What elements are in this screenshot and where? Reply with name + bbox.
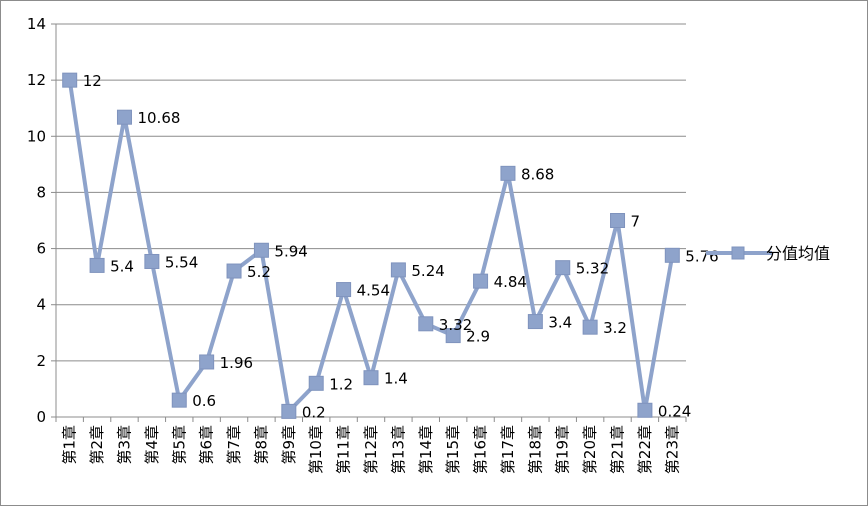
data-point-marker[interactable] <box>418 316 434 332</box>
y-tick-label: 6 <box>36 240 46 258</box>
legend-marker-swatch <box>731 246 745 260</box>
gridlines <box>56 23 686 362</box>
data-point-marker[interactable] <box>199 354 215 370</box>
data-point-marker[interactable] <box>308 375 324 391</box>
y-tick-label: 2 <box>36 352 46 370</box>
data-point-marker[interactable] <box>500 165 516 181</box>
series-line <box>67 79 675 414</box>
data-label: 1.4 <box>384 370 408 388</box>
data-point-marker[interactable] <box>527 314 543 330</box>
data-point-marker[interactable] <box>637 402 653 418</box>
data-label: 0.2 <box>302 403 326 421</box>
data-point-marker[interactable] <box>62 72 78 88</box>
x-axis: 第1章 第2章 第3章 第4章 第5章 第6章 第7章 第8章 第9章 第10章 第11章 第12章第… <box>55 24 687 474</box>
x-tick-label: 第7章 <box>225 425 243 465</box>
data-point-marker[interactable] <box>336 282 352 298</box>
data-label: 5.94 <box>274 242 307 260</box>
x-tick-label: 第11章 <box>335 425 353 474</box>
x-tick-label: 第3章 <box>115 425 133 465</box>
data-label: 5.54 <box>165 253 198 271</box>
x-tick-label: 第6章 <box>198 425 216 465</box>
x-tick-label: 第14章 <box>417 425 435 474</box>
data-label: 5.4 <box>110 257 134 275</box>
x-tick-label: 第5章 <box>170 425 188 465</box>
x-tick-label: 第16章 <box>472 425 490 474</box>
data-label: 3.2 <box>603 319 627 337</box>
data-point-marker[interactable] <box>390 262 406 278</box>
legend-label: 分值均值 <box>766 244 830 263</box>
data-label: 4.54 <box>357 282 390 300</box>
data-point-marker[interactable] <box>445 328 461 344</box>
data-point-marker[interactable] <box>89 257 105 273</box>
data-point-marker[interactable] <box>253 242 269 258</box>
series-line-group <box>62 72 680 419</box>
y-tick-label: 4 <box>36 296 46 314</box>
y-tick-label: 8 <box>36 183 46 201</box>
legend: 分值均值 <box>706 244 830 263</box>
x-tick-label: 第17章 <box>499 425 517 474</box>
x-tick-label: 第12章 <box>362 425 380 474</box>
x-tick-label: 第9章 <box>280 425 298 465</box>
data-point-marker[interactable] <box>664 247 680 263</box>
data-point-marker[interactable] <box>363 370 379 386</box>
data-label: 8.68 <box>521 165 554 183</box>
y-axis-ticks: 0 2 4 6 8 10 12 14 <box>27 15 56 426</box>
x-tick-label: 第19章 <box>554 425 572 474</box>
data-point-marker[interactable] <box>473 273 489 289</box>
data-label: 7 <box>631 213 641 231</box>
data-label: 0.24 <box>658 402 691 420</box>
x-tick-label: 第20章 <box>581 425 599 474</box>
data-label: 3.32 <box>439 316 472 334</box>
y-tick-label: 10 <box>27 127 46 145</box>
x-tick-label: 第22章 <box>636 425 654 474</box>
x-tick-label: 第23章 <box>663 425 681 474</box>
data-label: 12 <box>83 72 102 90</box>
data-point-marker[interactable] <box>171 392 187 408</box>
x-tick-label: 第13章 <box>389 425 407 474</box>
data-label: 5.24 <box>411 262 444 280</box>
data-labels: 12 5.4 10.68 5.54 0.6 1.96 5.25.94 0.21.2 4.54 1.… <box>83 72 719 421</box>
data-label: 1.2 <box>329 375 353 393</box>
y-tick-label: 12 <box>27 71 46 89</box>
data-label: 5.2 <box>247 263 271 281</box>
x-tick-label: 第1章 <box>61 425 79 465</box>
data-point-marker[interactable] <box>555 260 571 276</box>
data-label: 5.76 <box>685 247 718 265</box>
data-point-marker[interactable] <box>144 253 160 269</box>
data-label: 2.9 <box>466 328 490 346</box>
x-tick-label: 第10章 <box>307 425 325 474</box>
data-point-marker[interactable] <box>116 109 132 125</box>
x-tick-label: 第2章 <box>88 425 106 465</box>
data-label: 0.6 <box>192 392 216 410</box>
x-tick-label: 第21章 <box>609 425 627 474</box>
x-tick-label: 第8章 <box>252 425 270 465</box>
x-tick-label: 第4章 <box>143 425 161 465</box>
data-label: 1.96 <box>220 354 253 372</box>
data-point-marker[interactable] <box>226 263 242 279</box>
x-tick-label: 第15章 <box>444 425 462 474</box>
data-label: 4.84 <box>494 273 527 291</box>
x-tick-label: 第18章 <box>526 425 544 474</box>
data-label: 5.32 <box>576 260 609 278</box>
data-point-marker[interactable] <box>281 403 297 419</box>
data-point-marker[interactable] <box>582 319 598 335</box>
data-point-marker[interactable] <box>610 213 626 228</box>
data-label: 10.68 <box>137 109 180 127</box>
y-tick-label: 14 <box>27 15 46 33</box>
data-label: 3.4 <box>548 314 572 332</box>
y-tick-label: 0 <box>36 408 46 426</box>
